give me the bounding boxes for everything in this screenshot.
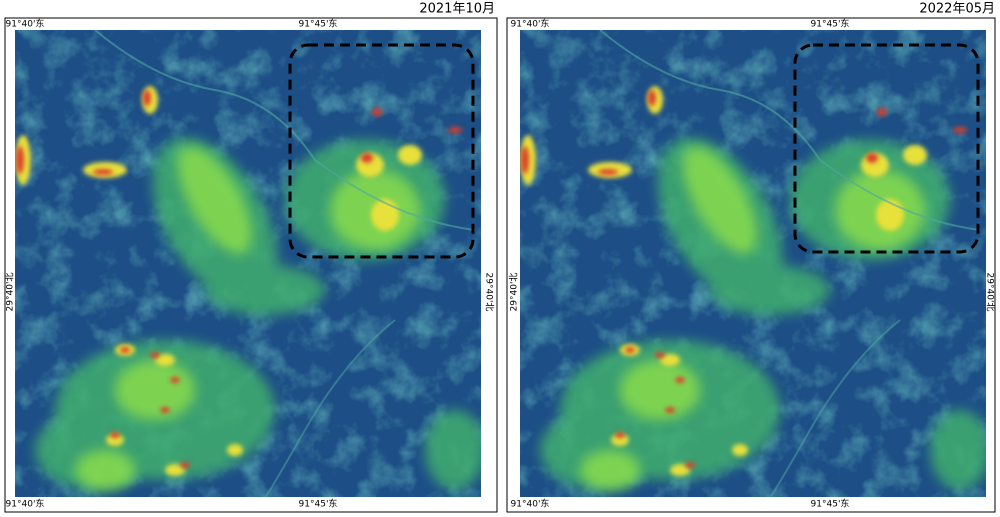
coord-label: 29°40'北: [5, 273, 16, 312]
coord-label: 29°40'北: [985, 273, 996, 312]
coord-label: 91°45'东: [811, 18, 850, 30]
panel-frame: [506, 17, 996, 513]
coord-label: 91°40'东: [6, 18, 45, 30]
coord-label: 91°40'东: [6, 498, 45, 510]
satellite-image: [520, 30, 990, 497]
panel-date: 2021年10月: [419, 2, 495, 17]
coord-label: 29°40'北: [509, 273, 520, 312]
panel: 2021年10月 91°40'东 91°45'东 91°40'东 91°45'东…: [4, 2, 498, 513]
coord-label: 91°45'东: [299, 498, 338, 510]
coord-label: 91°40'东: [511, 498, 550, 510]
coord-label: 91°45'东: [299, 18, 338, 30]
satellite-image: [15, 30, 485, 497]
panel-frame: [4, 17, 498, 513]
panel: 2022年05月 91°40'东 91°45'东 91°40'东 91°45'东…: [506, 2, 996, 513]
panel-date: 2022年05月: [919, 2, 995, 17]
highlight-box: [793, 43, 980, 254]
coord-label: 29°40'北: [484, 273, 495, 312]
coord-label: 91°40'东: [511, 18, 550, 30]
coord-label: 91°45'东: [811, 498, 850, 510]
highlight-box: [288, 43, 475, 259]
